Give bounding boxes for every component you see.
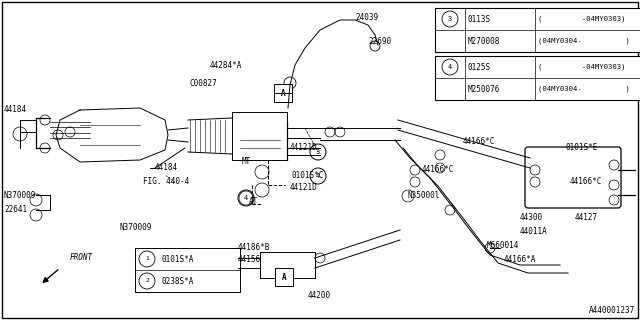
Text: 44300: 44300 bbox=[520, 213, 543, 222]
FancyBboxPatch shape bbox=[525, 147, 621, 208]
Text: N370009: N370009 bbox=[120, 223, 152, 233]
Text: 22690: 22690 bbox=[368, 37, 391, 46]
Bar bbox=[435, 56, 640, 100]
Text: C00827: C00827 bbox=[190, 78, 218, 87]
Text: 4: 4 bbox=[244, 195, 248, 201]
Text: 0238S*A: 0238S*A bbox=[161, 276, 193, 285]
Text: 44121D: 44121D bbox=[290, 183, 317, 193]
Text: FIG. 440-4: FIG. 440-4 bbox=[143, 178, 189, 187]
Text: 4: 4 bbox=[316, 173, 320, 179]
Text: (04MY0304-          ): (04MY0304- ) bbox=[538, 38, 630, 44]
Text: 22641: 22641 bbox=[4, 205, 27, 214]
FancyBboxPatch shape bbox=[275, 268, 293, 286]
Text: 24039: 24039 bbox=[355, 13, 378, 22]
Text: 44011A: 44011A bbox=[520, 228, 548, 236]
Text: 44127: 44127 bbox=[575, 213, 598, 222]
Text: 44166*A: 44166*A bbox=[504, 255, 536, 265]
Text: 44184: 44184 bbox=[4, 106, 27, 115]
Text: 44200: 44200 bbox=[308, 292, 331, 300]
Text: 0101S*C: 0101S*C bbox=[292, 171, 324, 180]
Text: M250076: M250076 bbox=[468, 84, 500, 93]
Text: A: A bbox=[282, 273, 286, 282]
Bar bbox=[260, 252, 315, 278]
Text: 3: 3 bbox=[316, 149, 320, 155]
Text: A: A bbox=[281, 89, 285, 98]
Text: 44166*C: 44166*C bbox=[463, 138, 495, 147]
Text: 44166*C: 44166*C bbox=[570, 178, 602, 187]
Text: 44156: 44156 bbox=[238, 255, 261, 265]
Text: 0113S: 0113S bbox=[468, 14, 491, 23]
Text: 44166*C: 44166*C bbox=[422, 165, 454, 174]
Text: FRONT: FRONT bbox=[70, 252, 93, 261]
Text: M270008: M270008 bbox=[468, 36, 500, 45]
Text: 44121D: 44121D bbox=[290, 143, 317, 153]
Text: 3: 3 bbox=[448, 16, 452, 22]
Text: N370009: N370009 bbox=[4, 191, 36, 201]
Text: 0125S: 0125S bbox=[468, 62, 491, 71]
Text: 44186*B: 44186*B bbox=[238, 244, 270, 252]
Text: N35000l: N35000l bbox=[408, 191, 440, 201]
Bar bbox=[232, 112, 287, 160]
Text: 4: 4 bbox=[448, 64, 452, 70]
Text: 2: 2 bbox=[145, 278, 149, 284]
Text: 0101S*E: 0101S*E bbox=[566, 143, 598, 153]
Text: 44184: 44184 bbox=[155, 164, 178, 172]
Bar bbox=[135, 248, 240, 292]
Text: 0101S*A: 0101S*A bbox=[161, 254, 193, 263]
Text: (         -04MY0303): ( -04MY0303) bbox=[538, 64, 625, 70]
Text: 44284*A: 44284*A bbox=[210, 60, 243, 69]
Text: AT: AT bbox=[249, 197, 259, 206]
Text: M660014: M660014 bbox=[487, 242, 520, 251]
FancyBboxPatch shape bbox=[274, 84, 292, 102]
Bar bbox=[435, 8, 640, 52]
Text: 1: 1 bbox=[145, 257, 149, 261]
Text: A440001237: A440001237 bbox=[589, 306, 635, 315]
Text: (04MY0304-          ): (04MY0304- ) bbox=[538, 86, 630, 92]
Text: MT: MT bbox=[242, 157, 252, 166]
Text: (         -04MY0303): ( -04MY0303) bbox=[538, 16, 625, 22]
